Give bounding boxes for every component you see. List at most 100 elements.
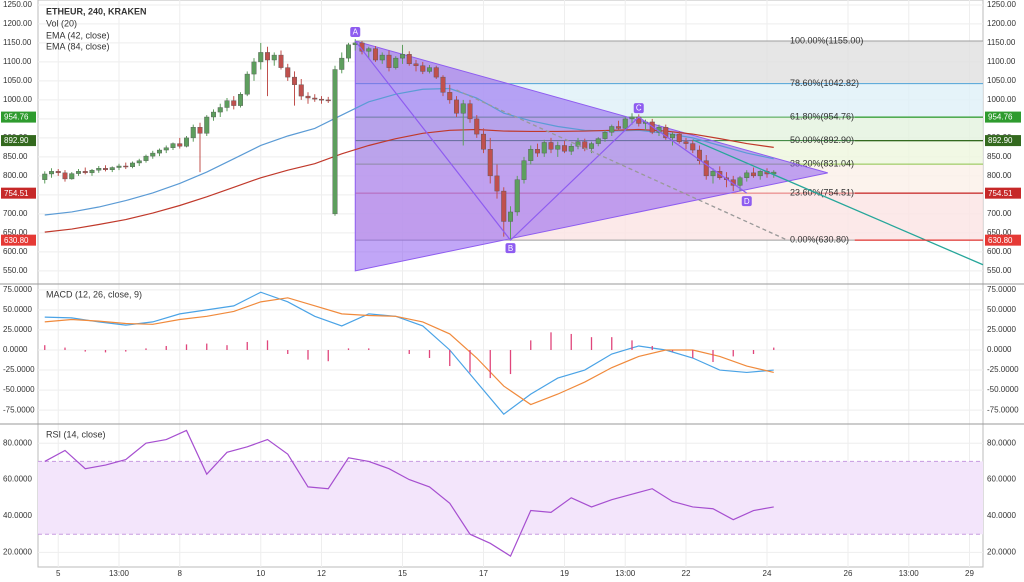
- candle-body: [150, 152, 156, 157]
- price-tag-label: 754.51: [988, 189, 1013, 198]
- candle-body: [487, 149, 493, 177]
- candle-body: [224, 100, 230, 108]
- y-tick-label: -75.0000: [3, 405, 35, 414]
- candle-body: [528, 149, 534, 161]
- candle-body: [373, 48, 379, 61]
- candle-body: [62, 172, 68, 180]
- pattern-triangle: [354, 40, 828, 272]
- candle-body: [49, 171, 55, 175]
- candle-body: [697, 149, 703, 161]
- y-tick-label: 600.00: [987, 247, 1012, 256]
- macd-line: [44, 297, 774, 406]
- candle-body: [346, 44, 352, 59]
- candle-body: [163, 147, 169, 151]
- price-tag: [1, 135, 36, 147]
- candle-body: [325, 99, 331, 102]
- candle-body: [683, 141, 689, 144]
- x-tick-label: 13:00: [109, 569, 130, 578]
- y-tick-label: 75.0000: [3, 285, 32, 294]
- chart-title: ETHEUR, 240, KRAKEN: [46, 6, 147, 16]
- pattern-point-badge: [633, 103, 644, 114]
- candle-body: [744, 172, 750, 178]
- y-tick-label: 1000.00: [3, 95, 32, 104]
- candle-body: [285, 67, 291, 78]
- fib-label: 38.20%(831.04): [790, 158, 854, 168]
- pane-title: MACD (12, 26, close, 9): [46, 289, 142, 299]
- y-tick-label: 1050.00: [3, 76, 32, 85]
- candle-body: [379, 54, 385, 61]
- candle-body: [332, 69, 338, 215]
- y-tick-label: 25.0000: [3, 325, 32, 334]
- x-tick-label: 13:00: [899, 569, 920, 578]
- candle-body: [393, 57, 399, 68]
- y-tick-label: 550.00: [3, 266, 28, 275]
- candle-body: [298, 84, 304, 97]
- y-tick-label: 1100.00: [987, 57, 1016, 66]
- y-tick-label: 800.00: [987, 171, 1012, 180]
- candle-body: [271, 54, 277, 61]
- candle-body: [433, 67, 439, 78]
- candle-body: [251, 61, 257, 75]
- candle-body: [440, 76, 446, 93]
- candle-body: [555, 145, 561, 150]
- fib-label: 61.80%(954.76): [790, 111, 854, 121]
- price-tag: [1, 187, 36, 199]
- candle-body: [406, 54, 412, 65]
- candle-body: [400, 54, 406, 59]
- y-tick-label: 40.0000: [3, 511, 32, 520]
- candle-body: [278, 54, 284, 68]
- y-tick-label: 800.00: [3, 171, 28, 180]
- y-tick-label: 0.0000: [3, 345, 28, 354]
- y-tick-label: 80.0000: [3, 438, 32, 447]
- y-tick-label: 20.0000: [3, 548, 32, 557]
- candle-body: [575, 141, 581, 147]
- candle-body: [217, 107, 223, 113]
- price-tag: [985, 234, 1021, 246]
- candle-body: [197, 127, 203, 134]
- y-tick-label: 1050.00: [987, 76, 1016, 85]
- candle-body: [703, 160, 709, 177]
- candle-body: [622, 118, 628, 129]
- price-tag: [1, 111, 36, 123]
- candle-body: [427, 67, 433, 72]
- candle-body: [521, 160, 527, 180]
- candle-body: [690, 143, 696, 151]
- y-tick-label: 75.0000: [987, 285, 1016, 294]
- candle-body: [177, 143, 183, 147]
- legend-entry: EMA (84, close): [46, 41, 110, 51]
- y-tick-label: 20.0000: [987, 548, 1016, 557]
- price-tag-label: 954.76: [988, 113, 1013, 122]
- x-tick-label: 8: [178, 569, 183, 578]
- candle-body: [494, 175, 500, 192]
- price-tag: [985, 135, 1021, 147]
- candle-body: [42, 173, 48, 180]
- candle-body: [609, 126, 615, 133]
- fib-label: 23.60%(754.51): [790, 188, 854, 198]
- x-tick-label: 24: [763, 569, 772, 578]
- x-tick-label: 13:00: [615, 569, 636, 578]
- candle-body: [501, 190, 507, 222]
- x-tick-label: 19: [560, 569, 569, 578]
- candle-body: [75, 171, 81, 174]
- rsi-line: [44, 429, 774, 557]
- candle-body: [629, 116, 635, 120]
- candle-body: [535, 149, 541, 154]
- y-tick-label: 25.0000: [987, 325, 1016, 334]
- candle-body: [183, 137, 189, 147]
- y-tick-label: 550.00: [987, 266, 1012, 275]
- x-tick-label: 10: [256, 569, 265, 578]
- price-tag-label: 954.76: [4, 113, 29, 122]
- x-tick-label: 29: [965, 569, 974, 578]
- candle-body: [454, 99, 460, 114]
- y-tick-label: 1150.00: [3, 38, 32, 47]
- y-tick-label: 1200.00: [987, 19, 1016, 28]
- y-tick-label: -75.0000: [987, 405, 1019, 414]
- candle-body: [447, 92, 453, 101]
- candle-body: [319, 98, 325, 101]
- price-tag-label: 630.80: [4, 236, 29, 245]
- y-tick-label: 0.0000: [987, 345, 1012, 354]
- y-tick-label: 1100.00: [3, 57, 32, 66]
- candle-body: [710, 171, 716, 177]
- candle-body: [96, 168, 102, 171]
